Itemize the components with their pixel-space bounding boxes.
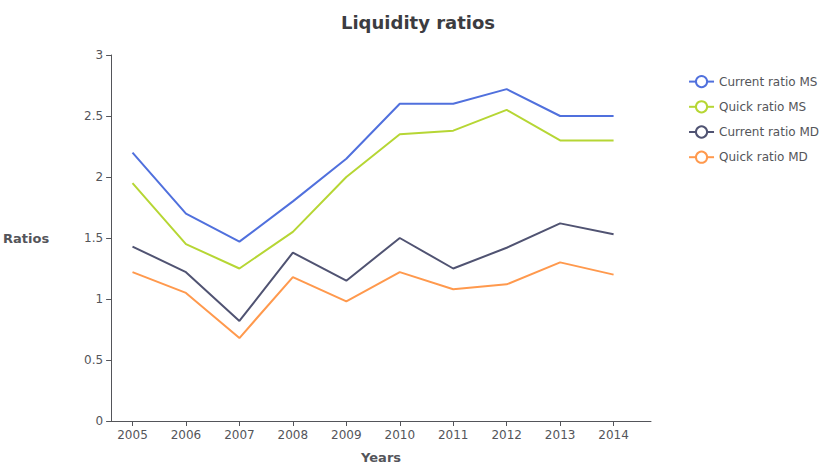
svg-text:2013: 2013 [545,428,576,442]
svg-text:2011: 2011 [438,428,469,442]
svg-text:1.5: 1.5 [84,231,103,245]
svg-text:2.5: 2.5 [84,109,103,123]
svg-text:Current ratio MD: Current ratio MD [719,125,819,139]
svg-text:2012: 2012 [491,428,522,442]
svg-text:2009: 2009 [331,428,362,442]
svg-text:2008: 2008 [278,428,309,442]
svg-text:2005: 2005 [117,428,148,442]
svg-text:Ratios: Ratios [3,231,49,246]
svg-text:Liquidity ratios: Liquidity ratios [341,12,495,33]
svg-text:2014: 2014 [598,428,629,442]
svg-text:Quick ratio MD: Quick ratio MD [719,150,808,164]
svg-text:2: 2 [95,170,103,184]
svg-text:0.5: 0.5 [84,353,103,367]
svg-text:2006: 2006 [171,428,202,442]
svg-text:Quick ratio MS: Quick ratio MS [719,100,806,114]
svg-text:0: 0 [95,414,103,428]
svg-text:2007: 2007 [224,428,255,442]
svg-text:3: 3 [95,48,103,62]
svg-text:2010: 2010 [384,428,415,442]
svg-text:Current ratio MS: Current ratio MS [719,75,817,89]
svg-text:1: 1 [95,292,103,306]
svg-text:Years: Years [360,450,401,465]
